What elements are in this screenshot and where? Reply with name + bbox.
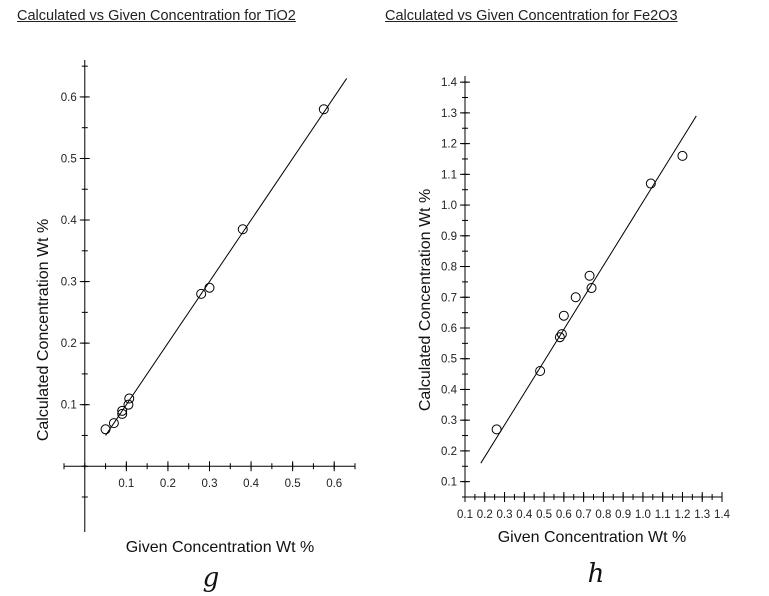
y-tick-label-g: 0.3 bbox=[61, 277, 77, 289]
x-tick-label-g: 0.1 bbox=[118, 478, 134, 490]
data-point-h bbox=[645, 178, 656, 189]
x-tick-label-g: 0.5 bbox=[285, 478, 301, 490]
data-point-g bbox=[123, 399, 134, 410]
data-point-g bbox=[117, 408, 128, 419]
y-tick-label-h: 1.2 bbox=[441, 139, 457, 151]
x-tick-label-g: 0.4 bbox=[243, 478, 260, 490]
y-axis-title-g: Calculated Concentration Wt % bbox=[35, 219, 52, 441]
x-tick-label-h: 0.2 bbox=[477, 509, 493, 521]
data-point-h bbox=[584, 270, 595, 281]
x-tick-label-h: 0.8 bbox=[595, 509, 611, 521]
x-tick-label-h: 1.2 bbox=[674, 509, 690, 521]
y-tick-label-h: 0.6 bbox=[441, 323, 457, 335]
x-tick-label-h: 0.3 bbox=[497, 509, 513, 521]
y-tick-label-h: 1.0 bbox=[441, 200, 457, 212]
panel-label-h: h bbox=[588, 559, 605, 589]
data-point-h bbox=[570, 292, 581, 303]
y-tick-label-g: 0.4 bbox=[61, 215, 78, 227]
y-tick-label-g: 0.6 bbox=[61, 92, 77, 104]
fit-line-h bbox=[480, 115, 697, 464]
y-tick-label-g: 0.2 bbox=[61, 338, 77, 350]
chart-tio2: Calculated Concentration Wt % Given Conc… bbox=[35, 60, 356, 593]
y-tick-label-h: 0.3 bbox=[441, 415, 457, 427]
y-tick-label-h: 1.4 bbox=[441, 77, 458, 89]
y-tick-label-h: 0.4 bbox=[441, 384, 458, 396]
x-axis-title-h: Given Concentration Wt % bbox=[498, 529, 687, 546]
x-tick-label-h: 0.9 bbox=[615, 509, 631, 521]
data-point-g bbox=[124, 393, 135, 404]
data-point-h bbox=[677, 150, 688, 161]
x-tick-label-g: 0.6 bbox=[326, 478, 342, 490]
x-tick-label-h: 0.1 bbox=[457, 509, 473, 521]
data-point-g bbox=[204, 282, 215, 293]
fit-line-g bbox=[105, 78, 348, 436]
data-point-h bbox=[535, 366, 546, 377]
data-point-h bbox=[491, 424, 502, 435]
data-point-g bbox=[318, 104, 329, 115]
y-tick-label-h: 1.3 bbox=[441, 108, 457, 120]
x-tick-label-h: 1.4 bbox=[714, 509, 731, 521]
y-tick-label-h: 0.7 bbox=[441, 292, 457, 304]
y-tick-label-g: 0.5 bbox=[61, 153, 77, 165]
x-axis-title-g: Given Concentration Wt % bbox=[126, 539, 315, 556]
y-tick-label-h: 1.1 bbox=[441, 169, 457, 181]
data-point-h bbox=[556, 329, 567, 340]
x-tick-label-h: 0.4 bbox=[516, 509, 533, 521]
y-tick-label-h: 0.9 bbox=[441, 231, 457, 243]
data-point-g bbox=[196, 288, 207, 299]
chart-title-h: Calculated vs Given Concentration for Fe… bbox=[385, 8, 678, 24]
data-point-g bbox=[117, 405, 128, 416]
x-tick-label-g: 0.2 bbox=[160, 478, 176, 490]
x-tick-label-h: 0.5 bbox=[536, 509, 552, 521]
chart-fe2o3: Calculated Concentration Wt % Given Conc… bbox=[417, 76, 731, 589]
x-tick-label-h: 1.1 bbox=[655, 509, 671, 521]
data-point-g bbox=[108, 418, 119, 429]
data-point-h bbox=[558, 310, 569, 321]
x-tick-label-h: 1.0 bbox=[635, 509, 651, 521]
data-point-h bbox=[586, 283, 597, 294]
data-point-g bbox=[237, 224, 248, 235]
y-tick-label-g: 0.1 bbox=[61, 400, 77, 412]
y-tick-label-h: 0.2 bbox=[441, 446, 457, 458]
data-point-g bbox=[100, 424, 111, 435]
x-tick-label-g: 0.3 bbox=[202, 478, 218, 490]
x-tick-label-h: 0.6 bbox=[556, 509, 572, 521]
y-axis-title-h: Calculated Concentration Wt % bbox=[417, 189, 434, 411]
y-tick-label-h: 0.8 bbox=[441, 262, 457, 274]
chart-title-g: Calculated vs Given Concentration for Ti… bbox=[17, 8, 296, 24]
panel-label-g: g bbox=[203, 563, 220, 593]
x-tick-label-h: 1.3 bbox=[694, 509, 710, 521]
y-tick-label-h: 0.1 bbox=[441, 477, 457, 489]
data-point-h bbox=[554, 332, 565, 343]
y-tick-label-h: 0.5 bbox=[441, 354, 457, 366]
x-tick-label-h: 0.7 bbox=[576, 509, 592, 521]
